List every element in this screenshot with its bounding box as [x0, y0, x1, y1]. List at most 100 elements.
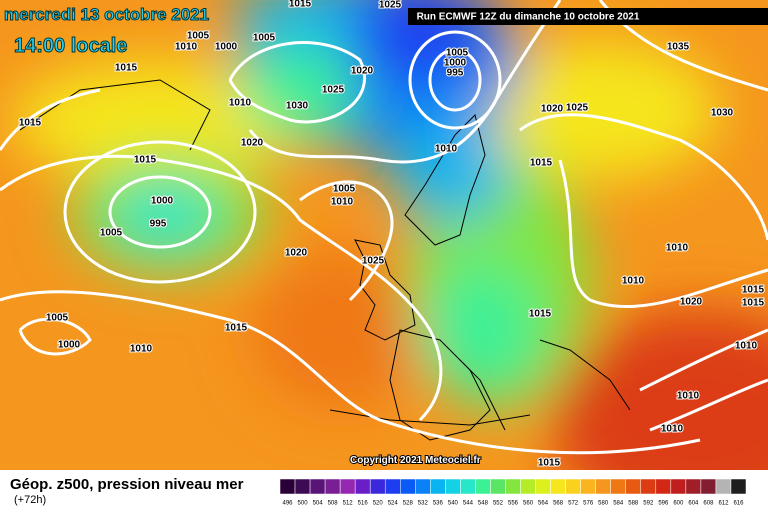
scale-label: 592	[643, 501, 654, 507]
isobar-label: 1000	[444, 58, 467, 69]
footer-title: Géop. z500, pression niveau mer	[10, 476, 244, 493]
date-label: mercredi 13 octobre 2021	[4, 5, 209, 24]
run-bar	[408, 8, 768, 25]
scale-swatch	[384, 478, 401, 495]
isobar-label: 1010	[677, 391, 700, 402]
isobar-label: 1010	[661, 424, 684, 435]
isobars	[0, 0, 768, 455]
scale-swatch	[565, 478, 581, 495]
scale-swatch	[415, 478, 431, 495]
scale-swatch	[490, 478, 506, 495]
scale-swatch	[369, 478, 386, 495]
isobar-label: 1010	[331, 197, 354, 208]
scale-label: 568	[553, 501, 564, 507]
copyright: Copyright 2021 Meteociel.fr	[350, 455, 481, 466]
scale-label: 524	[388, 501, 399, 507]
scale-label: 536	[433, 501, 444, 507]
time-label: 14:00 locale	[14, 35, 127, 57]
scale-swatch	[430, 478, 446, 495]
scale-label: 596	[658, 501, 669, 507]
isobar-label: 1015	[115, 63, 138, 74]
scale-swatch	[655, 478, 672, 495]
scale-swatch	[625, 478, 642, 495]
run-info: Run ECMWF 12Z du dimanche 10 octobre 202…	[417, 12, 640, 23]
scale-label: 540	[448, 501, 459, 507]
isobar-label: 1015	[225, 323, 248, 334]
scale-swatch	[294, 478, 311, 495]
isobar-label: 1030	[286, 101, 309, 112]
scale-label: 572	[568, 501, 579, 507]
color-scale: 496 500 504 508 512 516 520 524 528 532 536 540 544 5…	[279, 478, 747, 507]
isobar-label: 1025	[379, 0, 402, 11]
scale-swatch	[535, 478, 551, 495]
scale-swatch	[324, 478, 341, 495]
scale-swatch	[670, 478, 687, 495]
scale-swatch	[505, 478, 521, 495]
scale-label: 604	[688, 501, 699, 507]
scale-swatch	[400, 478, 416, 495]
scale-label: 556	[508, 501, 519, 507]
isobar-label: 1025	[566, 103, 589, 114]
scale-swatch	[309, 478, 326, 495]
scale-label: 496	[283, 501, 294, 507]
isobar-label: 1015	[538, 458, 561, 469]
isobar-label: 1010	[175, 42, 198, 53]
scale-swatch	[475, 478, 491, 495]
isobar-label: 1020	[541, 104, 564, 115]
scale-label: 544	[463, 501, 474, 507]
scale-swatch	[610, 478, 626, 495]
coastlines	[19, 79, 631, 441]
scale-swatch	[550, 478, 566, 495]
scale-swatch	[445, 478, 461, 495]
isobar-label: 1025	[322, 85, 345, 96]
isobar-label: 1005	[187, 31, 210, 42]
scale-swatch	[339, 478, 356, 495]
isobar-label: 1005	[253, 33, 276, 44]
isobar-label: 1010	[622, 276, 645, 287]
isobar-label: 1015	[742, 298, 765, 309]
scale-swatch	[685, 478, 702, 495]
scale-label: 504	[313, 501, 324, 507]
isobar-label: 1010	[435, 144, 458, 155]
isobar-label: 1020	[285, 248, 308, 259]
scale-label: 608	[703, 501, 714, 507]
isobar-label: 1000	[151, 196, 174, 207]
scale-swatch	[640, 478, 657, 495]
isobar-label: 1010	[130, 344, 153, 355]
scale-label: 548	[478, 501, 489, 507]
scale-label: 532	[418, 501, 429, 507]
isobar-label: 1030	[711, 108, 734, 119]
isobar-label: 1015	[19, 118, 42, 129]
isobar-label: 1005	[46, 313, 69, 324]
scale-label: 616	[733, 501, 744, 507]
scale-label: 564	[538, 501, 549, 507]
isobar-label: 1010	[735, 341, 758, 352]
footer-lead: (+72h)	[14, 494, 46, 506]
isobar-label: 1005	[333, 184, 356, 195]
scale-label: 528	[403, 501, 414, 507]
isobar-label: 1005	[446, 48, 469, 59]
scale-label: 612	[718, 501, 729, 507]
scale-swatch	[730, 478, 747, 495]
isobar-label: 1025	[362, 256, 385, 267]
isobar-label: 1000	[58, 340, 81, 351]
scale-swatch	[520, 478, 536, 495]
scale-swatch	[279, 478, 296, 495]
isobar-label: 995	[150, 219, 167, 230]
isobar-label: 1015	[134, 155, 157, 166]
isobar-label: 1015	[529, 309, 552, 320]
scale-swatch	[354, 478, 371, 495]
scale-label: 584	[613, 501, 624, 507]
isobar-label: 1015	[289, 0, 312, 10]
scale-label: 580	[598, 501, 609, 507]
scale-swatch	[580, 478, 596, 495]
scale-swatch	[595, 478, 611, 495]
scale-swatch	[460, 478, 476, 495]
isobar-label: 1010	[229, 98, 252, 109]
isobar-label: 1035	[667, 42, 690, 53]
scale-label: 560	[523, 501, 534, 507]
isobar-label: 1020	[680, 297, 703, 308]
